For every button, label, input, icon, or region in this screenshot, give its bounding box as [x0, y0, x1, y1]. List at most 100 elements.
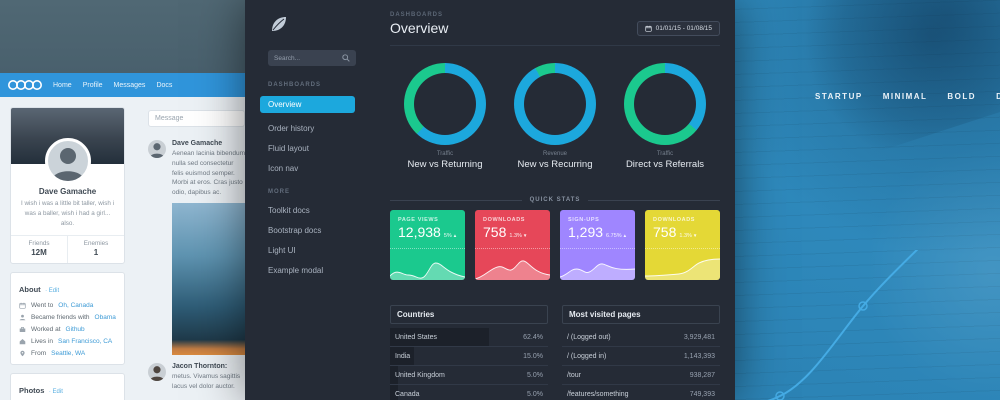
row-value: 3,929,481	[683, 333, 715, 341]
row-value: 15.0%	[523, 352, 543, 360]
sparkline-chart	[560, 263, 635, 280]
site-nav-bold[interactable]: BOLD	[947, 92, 977, 101]
dashboard-header: DASHBOARDS Overview 01/01/15 - 01/08/15	[390, 0, 720, 36]
row-value: 1,143,393	[683, 352, 715, 360]
home-icon	[19, 339, 26, 345]
background-photo-topleft	[0, 0, 245, 73]
table-title: Most visited pages	[562, 305, 720, 324]
post-author: Jacon Thornton:	[172, 363, 228, 370]
donut-revenue-new-vs-recurring: Revenue New vs Recurring	[500, 63, 610, 170]
countries-table: Countries United States 62.4% India 15.0…	[390, 305, 548, 400]
avatar	[44, 138, 91, 184]
donut-category: Traffic	[656, 151, 674, 157]
sidebar-item-icon-nav[interactable]: Icon nav	[268, 164, 299, 173]
table-row: United Kingdom 5.0%	[390, 366, 548, 385]
post-author: Dave Gamache	[172, 140, 223, 147]
row-label: /tour	[567, 371, 582, 379]
delta-arrow-icon: ▼	[692, 233, 698, 238]
about-link[interactable]: Seattle, WA	[51, 350, 86, 358]
date-range-label: 01/01/15 - 01/08/15	[655, 25, 712, 32]
stat-card-delta: 1.3%	[509, 233, 522, 239]
most-visited-pages-table: Most visited pages / (Logged out) 3,929,…	[562, 305, 720, 400]
about-link[interactable]: San Francisco, CA	[58, 338, 113, 346]
site-nav-docs[interactable]: DOCS	[996, 92, 1000, 101]
stat-card-label: SIGN-UPS	[568, 217, 600, 223]
avatar	[148, 363, 166, 381]
about-edit-link[interactable]: · Edit	[45, 288, 60, 295]
leaf-logo-icon[interactable]	[269, 14, 289, 34]
stat-value: 12M	[31, 248, 47, 258]
divider-line	[390, 199, 522, 201]
date-range-button[interactable]: 01/01/15 - 01/08/15	[636, 21, 720, 36]
sidebar-item-toolkit-docs[interactable]: Toolkit docs	[268, 206, 310, 215]
stat-enemies: Enemies 1	[68, 236, 124, 263]
feed-column: Message Dave Gamache Aenean lacinia bibe…	[148, 110, 245, 400]
sidebar-item-light-ui[interactable]: Light UI	[268, 246, 296, 255]
search-icon	[342, 54, 350, 62]
donut-charts-row: Traffic New vs Returning Revenue New vs …	[390, 46, 720, 170]
dotted-divider	[390, 248, 465, 249]
nav-item-profile[interactable]: Profile	[82, 81, 103, 89]
header-divider	[390, 45, 720, 46]
tables-row: Countries United States 62.4% India 15.0…	[390, 305, 720, 400]
post-text: metus. Vivamus sagittis lacus vel dolor …	[172, 373, 241, 390]
sidebar-item-overview[interactable]: Overview	[260, 96, 355, 113]
row-value: 62.4%	[523, 333, 543, 341]
profile-navbar: Home Profile Messages Docs	[0, 73, 245, 97]
message-input[interactable]: Message	[148, 110, 245, 127]
stat-card-downloads: DOWNLOADS 758 1.3% ▼	[475, 210, 550, 280]
about-link[interactable]: Obama	[94, 314, 116, 322]
search-input[interactable]: Search...	[268, 50, 356, 66]
stat-card-value: 12,938	[398, 224, 441, 240]
stat-card-label: DOWNLOADS	[653, 217, 696, 223]
stat-friends: Friends 12M	[11, 236, 68, 264]
about-text: Lives in	[31, 338, 54, 346]
sidebar-item-bootstrap-docs[interactable]: Bootstrap docs	[268, 226, 322, 235]
donut-traffic-direct-vs-referrals: Traffic Direct vs Referrals	[610, 63, 720, 170]
about-item-from: From Seattle, WA	[19, 350, 116, 357]
row-label: India	[395, 352, 411, 360]
row-label: Canada	[395, 390, 420, 398]
nav-item-home[interactable]: Home	[53, 81, 72, 89]
quick-stats-heading: QUICK STATS	[529, 197, 581, 203]
sidebar-item-fluid-layout[interactable]: Fluid layout	[268, 144, 309, 153]
dotted-divider	[645, 248, 720, 249]
nav-item-messages[interactable]: Messages	[113, 81, 146, 89]
stat-label: Enemies	[83, 240, 109, 248]
about-text: From	[31, 350, 47, 358]
header-eyebrow: DASHBOARDS	[390, 12, 444, 18]
dashboard-window: Search... DASHBOARDS Overview Order hist…	[245, 0, 735, 400]
stat-card-label: PAGE VIEWS	[398, 217, 439, 223]
site-nav-startup[interactable]: STARTUP	[815, 92, 863, 101]
about-item-went-to: Went to Oh, Canada	[19, 302, 116, 309]
stat-card-delta: 5%	[443, 233, 452, 239]
sidebar-item-example-modal[interactable]: Example modal	[268, 266, 324, 275]
stat-card-delta: 6.75%	[606, 233, 622, 239]
stat-card-downloads-2: DOWNLOADS 758 1.3% ▼	[645, 210, 720, 280]
row-value: 5.0%	[527, 371, 543, 379]
calendar-icon	[19, 302, 26, 309]
about-card: About · Edit Went to Oh, Canada Became f…	[10, 272, 125, 366]
circles-logo-icon[interactable]	[8, 79, 42, 91]
row-label: / (Logged out)	[567, 333, 611, 341]
nav-item-docs[interactable]: Docs	[156, 81, 173, 89]
delta-arrow-icon: ▲	[452, 233, 458, 238]
profile-app-window: Home Profile Messages Docs Dave Gamache …	[0, 73, 245, 400]
row-label: United Kingdom	[395, 371, 445, 379]
about-link[interactable]: Oh, Canada	[58, 302, 94, 310]
row-progress-bar	[390, 328, 489, 346]
about-link[interactable]: Github	[65, 326, 85, 334]
site-nav-minimal[interactable]: MINIMAL	[882, 92, 928, 101]
stat-card-value: 1,293	[568, 224, 604, 240]
donut-chart	[624, 63, 706, 145]
about-item-worked: Worked at Github	[19, 326, 116, 333]
sparkline-chart	[390, 262, 465, 280]
row-value: 749,393	[689, 390, 715, 398]
search-placeholder: Search...	[274, 54, 301, 62]
stat-card-label: DOWNLOADS	[483, 217, 526, 223]
delta-arrow-icon: ▲	[622, 233, 628, 238]
photos-edit-link[interactable]: · Edit	[48, 389, 63, 396]
sidebar-item-order-history[interactable]: Order history	[268, 124, 315, 133]
table-row: India 15.0%	[390, 347, 548, 366]
about-text: Became friends with	[31, 314, 90, 322]
